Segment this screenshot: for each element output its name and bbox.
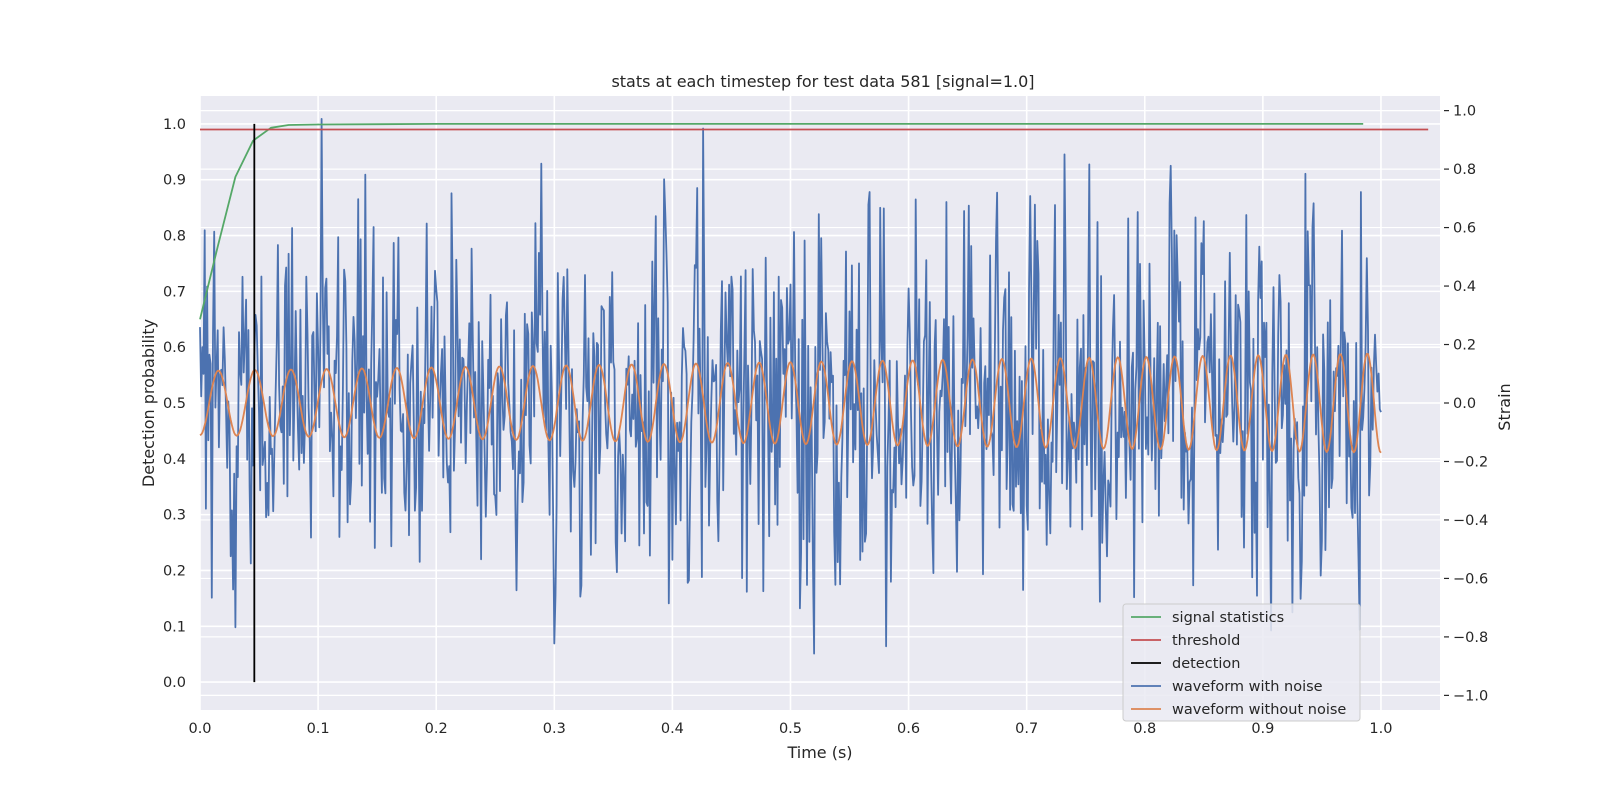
legend-box (1122, 603, 1361, 722)
legend-item-signal-statistics: signal statistics (1131, 610, 1284, 626)
y-tick-label: 0.3 (163, 508, 186, 524)
y2-tick-label: 0.2 (1453, 338, 1476, 354)
y2-tick-label: 0.4 (1453, 279, 1476, 295)
x-tick-label: 0.2 (425, 721, 448, 737)
legend-item-waveform-with-noise: waveform with noise (1131, 679, 1323, 695)
x-tick-label: 0.0 (188, 721, 211, 737)
y-tick-label: 0.9 (163, 173, 186, 189)
x-tick-label: 0.9 (1251, 721, 1274, 737)
legend-item-detection: detection (1131, 656, 1240, 672)
x-tick-label: 0.8 (1133, 721, 1156, 737)
y-tick-label: 0.0 (163, 675, 186, 691)
y2-tick-label: 1.0 (1453, 104, 1476, 120)
legend-label: waveform with noise (1172, 679, 1323, 695)
y-tick-label: 0.7 (163, 284, 186, 300)
series-layer (199, 118, 1429, 683)
y2-tick-label: −1.0 (1453, 688, 1488, 704)
x-tick-label: 0.5 (779, 721, 802, 737)
y-tick-label: 0.1 (163, 619, 186, 635)
legend-label: detection (1172, 656, 1240, 672)
legend-item-waveform-without-noise: waveform without noise (1131, 702, 1346, 718)
x-tick-label: 0.6 (897, 721, 920, 737)
legend: signal statistics threshold detection wa… (1122, 603, 1361, 722)
x-tick-labels: 0.0 0.1 0.2 0.3 0.4 0.5 0.6 0.7 0.8 0.9 1.0 (188, 721, 1392, 737)
x-tick-label: 0.7 (1015, 721, 1038, 737)
y-tick-label: 0.6 (163, 340, 186, 356)
y-tick-label: 0.5 (163, 396, 186, 412)
y2-tick-label: −0.2 (1453, 454, 1488, 470)
x-tick-label: 0.1 (307, 721, 330, 737)
y-axis-label: Detection probability (139, 319, 158, 487)
y2-tick-label: −0.6 (1453, 571, 1488, 587)
y2-tick-label: −0.8 (1453, 630, 1488, 646)
y-tick-label: 0.8 (163, 229, 186, 245)
series-signal-statistics (199, 123, 1364, 320)
y2-tick-label: −0.4 (1453, 513, 1488, 529)
y-tick-label: 1.0 (163, 117, 186, 133)
y2-tick-label: 0.0 (1453, 396, 1476, 412)
legend-label: threshold (1172, 633, 1240, 649)
y-tick-label: 0.2 (163, 563, 186, 579)
y2-tick-labels: −1.0 −0.8 −0.6 −0.4 −0.2 0.0 0.2 0.4 0.6 0.8 1.0 (1444, 104, 1488, 704)
x-tick-label: 1.0 (1369, 721, 1392, 737)
y2-axis-label: Strain (1495, 383, 1514, 430)
series-waveform-without-noise (199, 353, 1382, 454)
x-axis-label: Time (s) (786, 743, 852, 762)
chart-title: stats at each timestep for test data 581… (611, 72, 1034, 91)
x-tick-label: 0.3 (543, 721, 566, 737)
legend-item-threshold: threshold (1131, 633, 1240, 649)
series-waveform-with-noise (199, 118, 1382, 655)
legend-label: signal statistics (1172, 610, 1284, 626)
y-tick-labels: 0.0 0.1 0.2 0.3 0.4 0.5 0.6 0.7 0.8 0.9 1.0 (163, 117, 186, 691)
y-tick-label: 0.4 (163, 452, 186, 468)
x-tick-label: 0.4 (661, 721, 684, 737)
y2-tick-label: 0.8 (1453, 162, 1476, 178)
y2-tick-label: 0.6 (1453, 221, 1476, 237)
legend-label: waveform without noise (1172, 702, 1346, 718)
